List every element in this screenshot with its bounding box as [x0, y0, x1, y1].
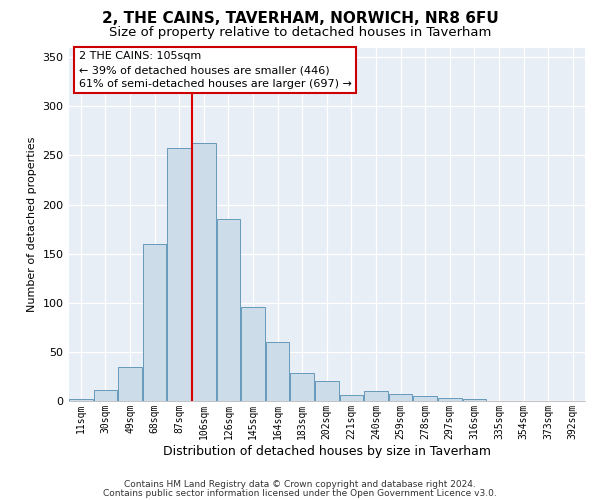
Bar [389, 394, 412, 401]
Y-axis label: Number of detached properties: Number of detached properties [27, 136, 37, 312]
Bar [143, 244, 166, 401]
Bar [241, 306, 265, 401]
Bar [463, 399, 486, 401]
Bar [167, 148, 191, 401]
Bar [217, 220, 240, 401]
Text: Size of property relative to detached houses in Taverham: Size of property relative to detached ho… [109, 26, 491, 39]
Text: 2, THE CAINS, TAVERHAM, NORWICH, NR8 6FU: 2, THE CAINS, TAVERHAM, NORWICH, NR8 6FU [101, 11, 499, 26]
Bar [364, 391, 388, 401]
Bar [192, 142, 215, 401]
X-axis label: Distribution of detached houses by size in Taverham: Distribution of detached houses by size … [163, 444, 491, 458]
Text: Contains HM Land Registry data © Crown copyright and database right 2024.: Contains HM Land Registry data © Crown c… [124, 480, 476, 489]
Bar [438, 398, 461, 401]
Bar [118, 366, 142, 401]
Bar [413, 396, 437, 401]
Bar [266, 342, 289, 401]
Bar [69, 399, 92, 401]
Text: Contains public sector information licensed under the Open Government Licence v3: Contains public sector information licen… [103, 489, 497, 498]
Bar [94, 390, 117, 401]
Text: 2 THE CAINS: 105sqm
← 39% of detached houses are smaller (446)
61% of semi-detac: 2 THE CAINS: 105sqm ← 39% of detached ho… [79, 51, 352, 89]
Bar [340, 395, 363, 401]
Bar [290, 374, 314, 401]
Bar [315, 382, 338, 401]
